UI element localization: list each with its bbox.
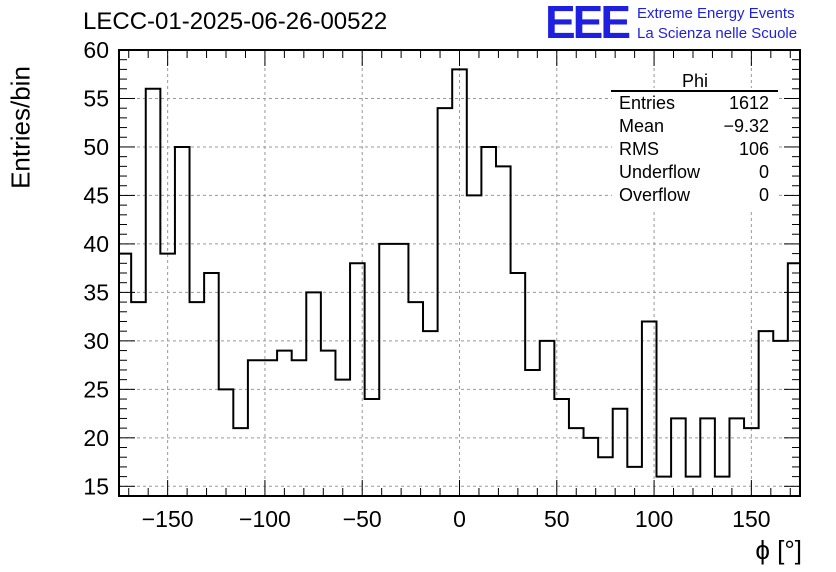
stats-title: Phi [682,71,709,91]
logo-line-1: Extreme Energy Events [637,5,795,22]
y-tick-label: 25 [83,376,109,402]
stat-mean-value: −9.32 [723,116,769,136]
x-tick-label: 150 [732,506,770,532]
y-tick-label: 60 [83,37,109,63]
x-tick-label: −50 [343,506,382,532]
histogram-line [118,68,800,496]
stat-mean-label: Mean [619,116,665,136]
y-axis-label: Entries/bin [5,66,36,189]
y-tick-label: 30 [83,328,109,354]
y-tick-label: 55 [83,85,109,111]
stat-rms-label: RMS [619,139,659,159]
stats-background [612,88,778,210]
stat-overflow-label: Overflow [619,185,691,205]
eee-logo: EEE [545,0,631,48]
y-tick-label: 45 [83,182,109,208]
y-tick-label: 20 [83,425,109,451]
stat-entries-label: Entries [619,93,676,113]
x-tick-label: −100 [239,506,291,532]
stat-overflow-value: 0 [758,185,769,205]
y-tick-label: 40 [83,231,109,257]
logo-line-2: La Scienza nelle Scuole [637,25,798,42]
x-tick-label: 0 [453,506,466,532]
x-axis-label: ϕ [°] [755,535,802,565]
y-tick-label: 35 [83,279,109,305]
stat-rms-value: 106 [738,139,769,159]
stat-underflow-label: Underflow [619,162,701,182]
x-tick-label: −150 [142,506,194,532]
y-tick-label: 15 [83,473,109,499]
x-tick-label: 50 [544,506,570,532]
stat-entries-value: 1612 [728,93,769,113]
stat-underflow-value: 0 [758,162,769,182]
y-tick-label: 50 [83,134,109,160]
x-tick-label: 100 [635,506,673,532]
chart-title: LECC-01-2025-06-26-00522 [83,8,388,35]
